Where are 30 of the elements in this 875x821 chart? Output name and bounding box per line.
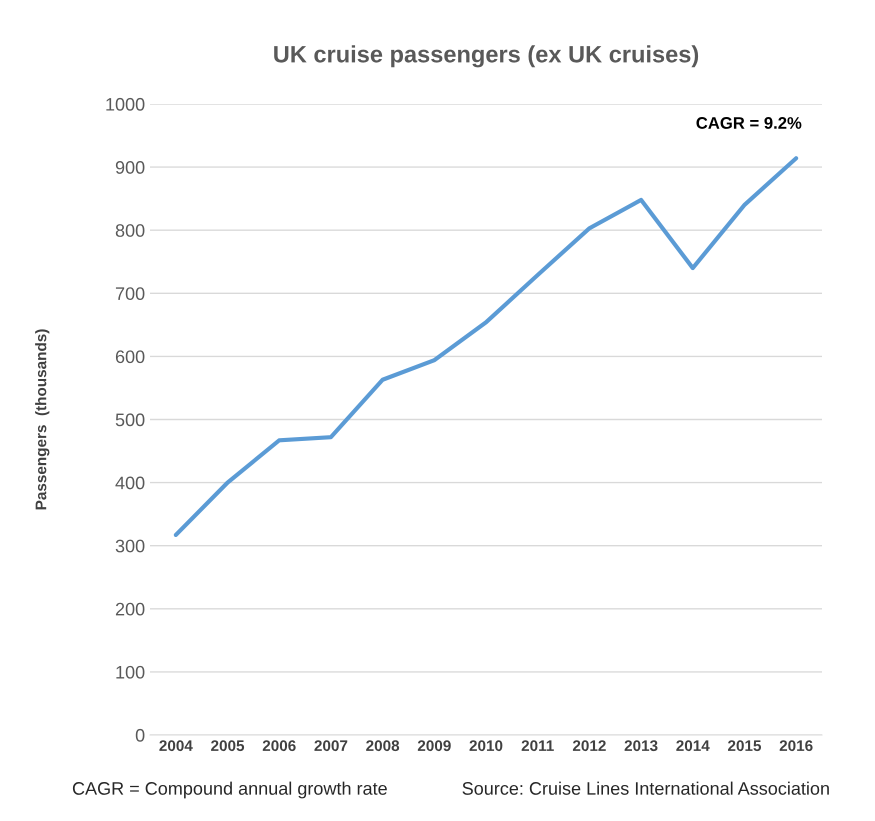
y-tick-label: 900 xyxy=(116,161,144,174)
x-tick-label: 2005 xyxy=(211,740,244,752)
y-tick-label: 1000 xyxy=(106,98,144,111)
x-tick-label: 2008 xyxy=(366,740,400,752)
y-axis-title: Passengers (thousands) xyxy=(35,329,50,510)
y-tick-label: 200 xyxy=(116,602,144,616)
x-tick-label: 2006 xyxy=(262,740,296,752)
line-series xyxy=(174,156,798,538)
y-tick-label: 400 xyxy=(115,476,144,490)
y-tick-label: 600 xyxy=(116,350,144,364)
x-tick-label: 2015 xyxy=(728,740,762,752)
x-tick-label: 2004 xyxy=(159,740,193,752)
y-tick-label: 800 xyxy=(116,224,144,237)
x-tick-label: 2012 xyxy=(572,740,606,752)
chart-title: UK cruise passengers (ex UK cruises) xyxy=(274,45,698,68)
y-tick-label: 0 xyxy=(136,728,144,742)
annotation: CAGR = 9.2% xyxy=(696,117,802,129)
source-note: Source: Cruise Lines International Association xyxy=(462,782,829,795)
y-tick-label: 300 xyxy=(116,540,144,552)
x-tick-label: 2007 xyxy=(314,740,348,752)
text: CAGR = Compound annual growth rate xyxy=(72,782,387,798)
y-tick-label: 700 xyxy=(116,287,144,300)
x-tick-label: 2016 xyxy=(780,740,813,752)
y-tick-label: 100 xyxy=(116,666,144,679)
x-tick-label: 2013 xyxy=(624,740,658,752)
x-tick-label: 2009 xyxy=(418,740,451,752)
y-tick-label: 500 xyxy=(116,413,144,426)
x-tick-label: 2011 xyxy=(522,740,554,752)
x-tick-label: 2010 xyxy=(470,740,502,752)
x-tick-label: 2014 xyxy=(676,740,710,752)
